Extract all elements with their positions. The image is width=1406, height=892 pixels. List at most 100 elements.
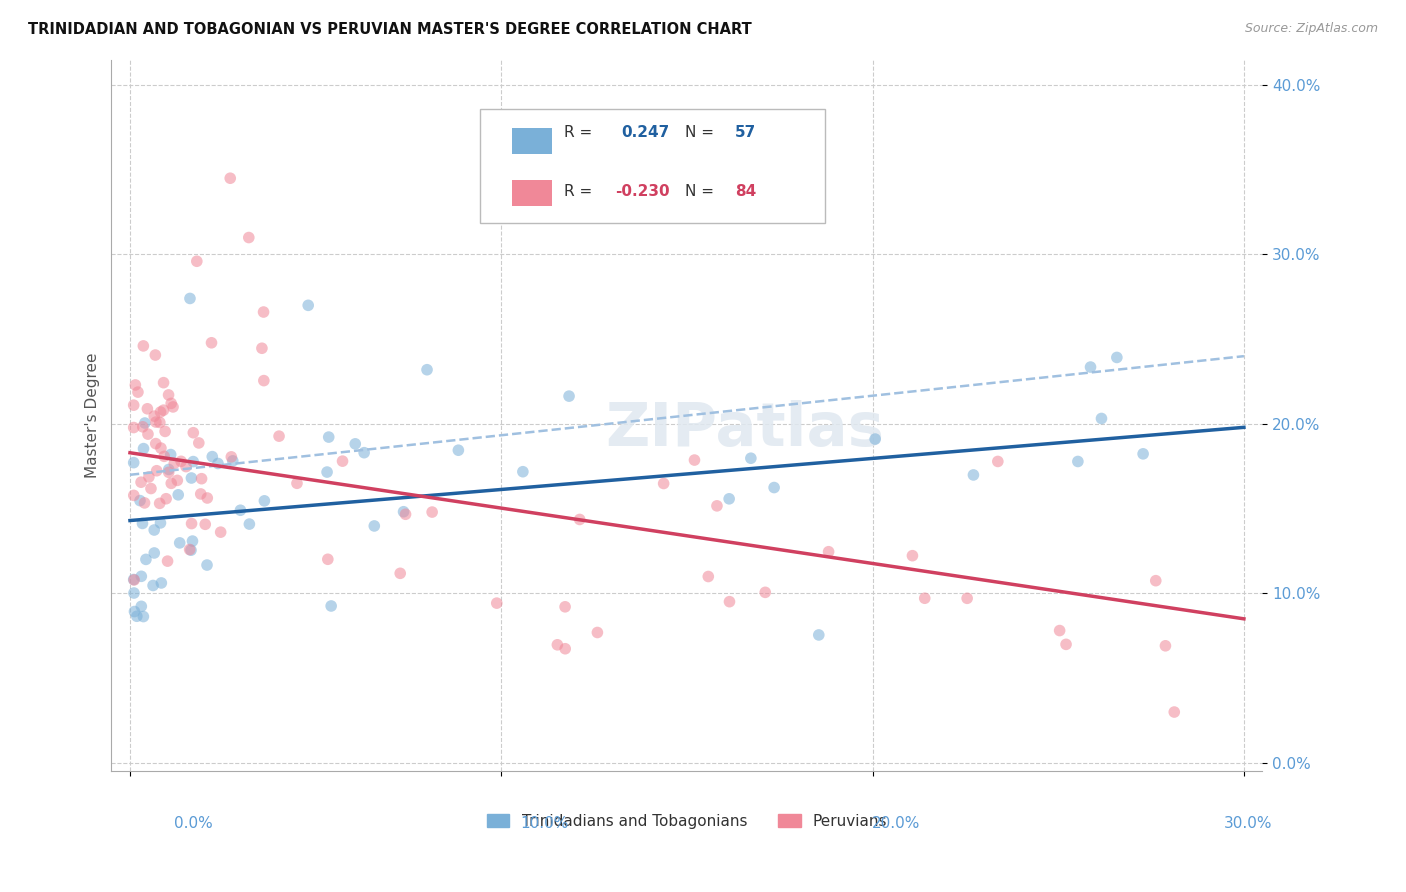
Point	[143, 523, 166, 537]
Text: TRINIDADIAN AND TOBAGONIAN VS PERUVIAN MASTER'S DEGREE CORRELATION CHART: TRINIDADIAN AND TOBAGONIAN VS PERUVIAN M…	[28, 22, 752, 37]
Point	[149, 441, 172, 455]
Text: 10.0%: 10.0%	[520, 816, 569, 831]
Point	[145, 464, 167, 478]
Text: 84: 84	[735, 184, 756, 199]
Point	[207, 457, 229, 471]
Text: Source: ZipAtlas.com: Source: ZipAtlas.com	[1244, 22, 1378, 36]
Point	[363, 519, 385, 533]
Point	[149, 496, 172, 510]
FancyBboxPatch shape	[479, 110, 825, 223]
Point	[149, 416, 172, 430]
Point	[131, 516, 153, 531]
Point	[132, 609, 155, 624]
Point	[558, 389, 581, 403]
Point	[162, 400, 184, 414]
Point	[187, 436, 209, 450]
Point	[124, 605, 146, 619]
Point	[122, 398, 145, 412]
Point	[956, 591, 979, 606]
Point	[554, 641, 576, 656]
Point	[153, 425, 176, 439]
Point	[170, 454, 193, 468]
Point	[718, 491, 741, 506]
Point	[136, 401, 159, 416]
Point	[157, 466, 180, 480]
Text: ZIPatlas: ZIPatlas	[605, 401, 884, 459]
Point	[131, 599, 153, 614]
Point	[180, 543, 202, 558]
Text: R =: R =	[564, 184, 598, 199]
Point	[150, 576, 173, 591]
Point	[180, 471, 202, 485]
Point	[152, 403, 174, 417]
Point	[125, 609, 148, 624]
Point	[238, 230, 260, 244]
Point	[252, 305, 274, 319]
Text: 57: 57	[735, 125, 756, 140]
Point	[914, 591, 936, 606]
Point	[250, 341, 273, 355]
Point	[316, 465, 339, 479]
Point	[740, 451, 762, 466]
Point	[179, 542, 201, 557]
Point	[863, 432, 886, 446]
Point	[138, 470, 160, 484]
Point	[392, 505, 415, 519]
Point	[316, 552, 339, 566]
Point	[420, 505, 443, 519]
Point	[174, 459, 197, 474]
Point	[155, 491, 177, 506]
Point	[219, 171, 242, 186]
Point	[132, 419, 155, 434]
Point	[763, 481, 786, 495]
Text: 0.0%: 0.0%	[174, 816, 212, 831]
Point	[143, 348, 166, 362]
Text: R =: R =	[564, 125, 598, 140]
Point	[546, 638, 568, 652]
Point	[122, 573, 145, 587]
Point	[297, 298, 319, 312]
Point	[1080, 359, 1102, 374]
Point	[122, 573, 145, 587]
Point	[1054, 637, 1077, 651]
Point	[1132, 447, 1154, 461]
Text: N =: N =	[685, 125, 714, 140]
Point	[143, 546, 166, 560]
Point	[160, 396, 183, 410]
Point	[136, 427, 159, 442]
Point	[221, 450, 243, 464]
Point	[238, 517, 260, 532]
Point	[987, 454, 1010, 468]
Point	[149, 516, 172, 530]
Point	[186, 254, 208, 268]
Point	[159, 448, 181, 462]
Point	[167, 488, 190, 502]
FancyBboxPatch shape	[512, 128, 553, 153]
Point	[157, 462, 180, 476]
Point	[179, 292, 201, 306]
Point	[194, 517, 217, 532]
Point	[807, 628, 830, 642]
Point	[200, 335, 222, 350]
Y-axis label: Master's Degree: Master's Degree	[86, 352, 100, 478]
Point	[195, 491, 218, 505]
Point	[152, 376, 174, 390]
Point	[229, 503, 252, 517]
Point	[1144, 574, 1167, 588]
Point	[817, 545, 839, 559]
Point	[253, 374, 276, 388]
Point	[754, 585, 776, 599]
Point	[1163, 705, 1185, 719]
Point	[1105, 351, 1128, 365]
Point	[222, 454, 245, 468]
Point	[157, 388, 180, 402]
Point	[122, 586, 145, 600]
Point	[201, 450, 224, 464]
Point	[718, 595, 741, 609]
Point	[135, 552, 157, 566]
Point	[318, 430, 340, 444]
Point	[132, 339, 155, 353]
Point	[554, 599, 576, 614]
Point	[181, 454, 204, 468]
Point	[586, 625, 609, 640]
